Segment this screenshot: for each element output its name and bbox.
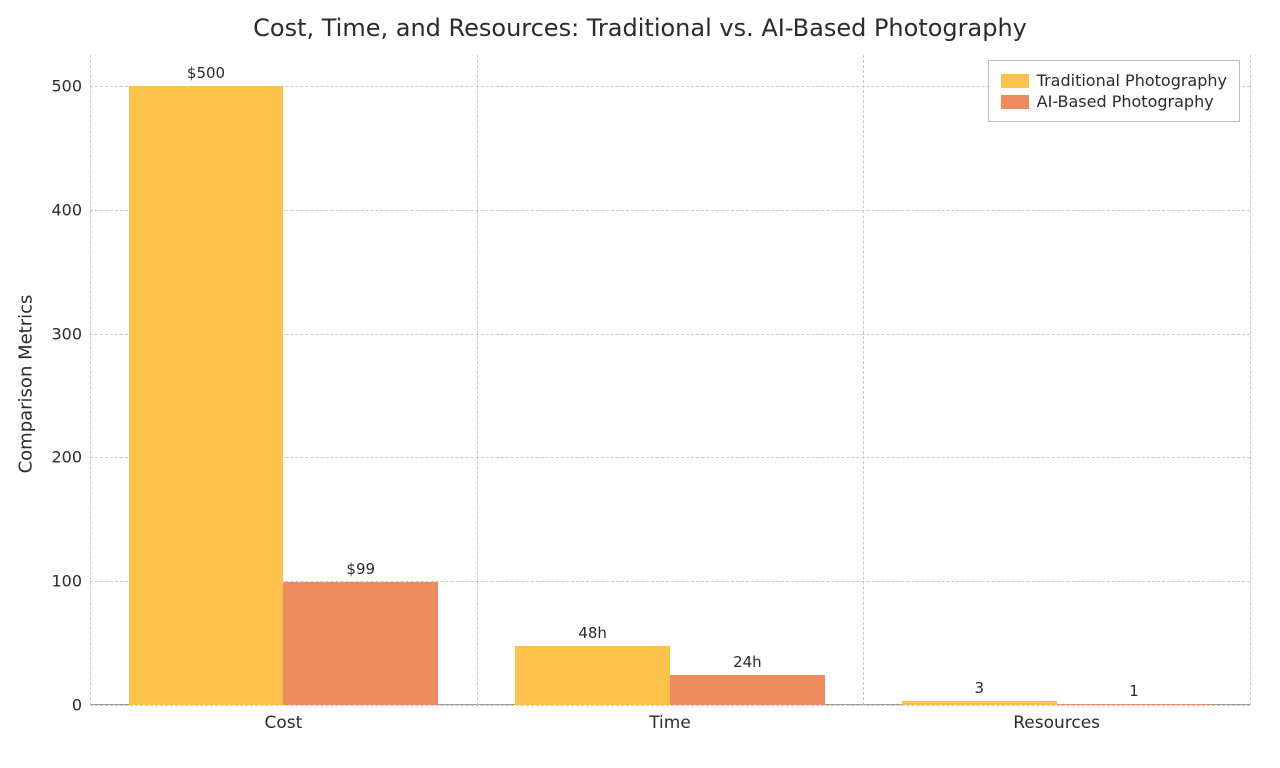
xtick-label: Time [649,713,691,733]
vgrid-line [863,55,864,705]
legend-label: AI-Based Photography [1037,92,1214,111]
bar-value-label: $99 [346,560,375,578]
chart-title: Cost, Time, and Resources: Traditional v… [0,14,1280,42]
bar [1057,704,1212,705]
bar-value-label: 48h [578,624,607,642]
xtick-label: Cost [264,713,302,733]
ytick-label: 200 [51,448,82,467]
vgrid-line [1250,55,1251,705]
bar-value-label: 24h [733,653,762,671]
bar [902,701,1057,705]
ytick-label: 100 [51,572,82,591]
bar-value-label: 3 [974,679,984,697]
vgrid-line [90,55,91,705]
xtick-label: Resources [1013,713,1100,733]
chart-container: Cost, Time, and Resources: Traditional v… [0,0,1280,768]
hgrid-line [90,705,1250,706]
legend: Traditional Photography AI-Based Photogra… [988,60,1240,122]
plot-area: 0100200300400500CostTimeResources$50048h… [90,55,1250,705]
vgrid-line [477,55,478,705]
ytick-label: 400 [51,200,82,219]
legend-swatch [1001,74,1029,88]
bar-value-label: 1 [1129,682,1139,700]
bar-value-label: $500 [187,64,225,82]
legend-item: AI-Based Photography [1001,92,1227,111]
ytick-label: 500 [51,76,82,95]
legend-label: Traditional Photography [1037,71,1227,90]
bar [129,86,284,705]
bar [515,646,670,705]
y-axis-label: Comparison Metrics [16,295,37,474]
bar [670,675,825,705]
bar [283,582,438,705]
legend-item: Traditional Photography [1001,71,1227,90]
ytick-label: 300 [51,324,82,343]
ytick-label: 0 [72,696,82,715]
legend-swatch [1001,95,1029,109]
